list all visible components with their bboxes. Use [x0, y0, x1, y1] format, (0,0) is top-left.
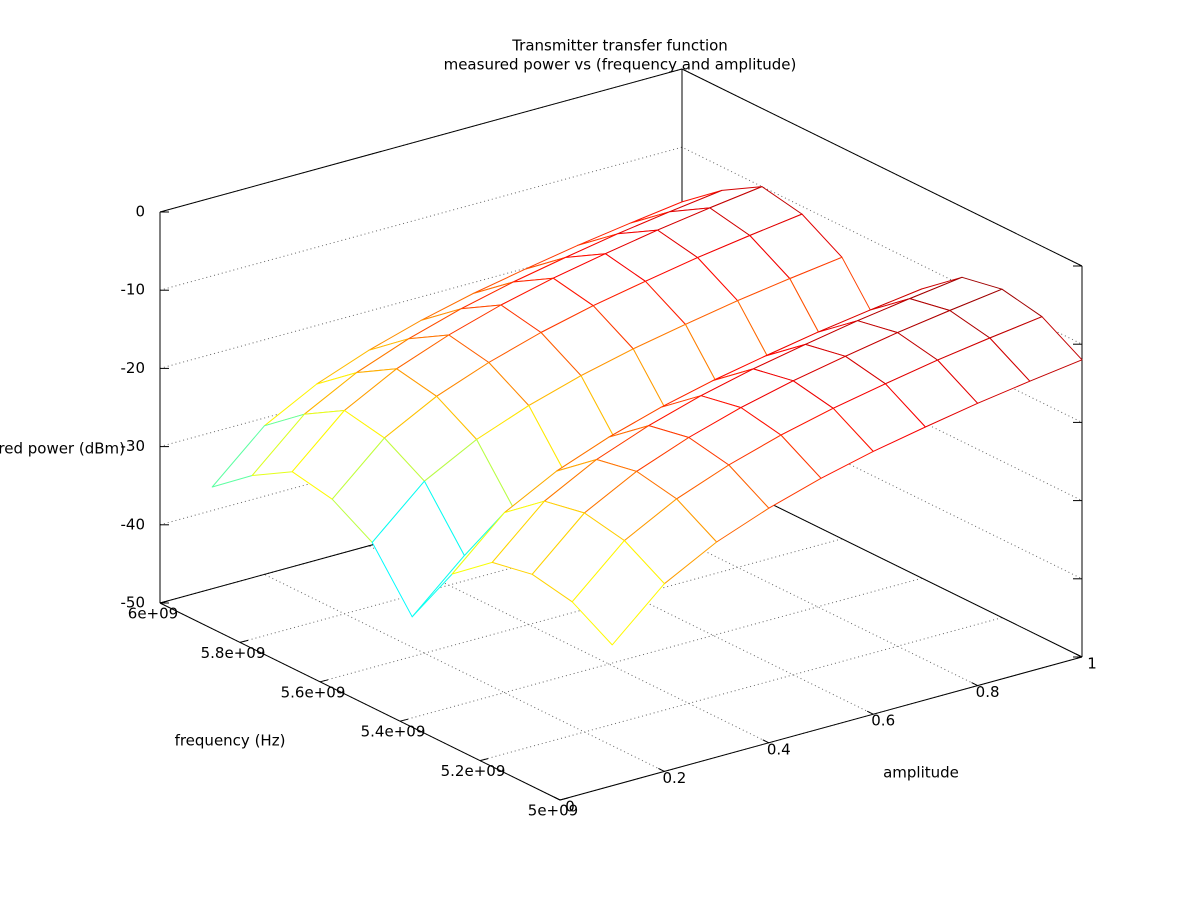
y-tick-label: 5.6e+09: [281, 683, 346, 701]
z-grid-line: [159, 146, 1083, 345]
z-tick-label: -10: [121, 281, 146, 299]
y-tick-label: 5.4e+09: [361, 723, 426, 741]
x-tick-label: 0: [565, 798, 575, 816]
axis-frame: [681, 68, 1083, 267]
z-tick-label: -40: [121, 515, 146, 533]
surface-cell: [571, 540, 665, 646]
x-tick: [1075, 653, 1083, 658]
z-tick-label: -30: [121, 437, 146, 455]
z-tick-label: -20: [121, 359, 146, 377]
z-tick-label: -50: [121, 594, 146, 612]
x-tick: [553, 796, 561, 801]
x-tick: [971, 682, 978, 687]
y-tick-label: 6e+09: [128, 605, 178, 623]
axis-frame: [159, 602, 561, 801]
x-tick: [866, 710, 874, 715]
chart-title: Transmitter transfer function: [511, 37, 728, 55]
x-tick-label: 0.8: [976, 683, 1000, 701]
y-tick: [319, 679, 329, 683]
y-tick-label: 5.8e+09: [201, 644, 266, 662]
y-tick: [559, 797, 569, 801]
y-axis-label: frequency (Hz): [175, 732, 286, 750]
x-tick-label: 0.2: [662, 769, 686, 787]
axis-frame: [159, 68, 683, 213]
y-tick: [239, 639, 249, 643]
y-tick-label: 5e+09: [528, 802, 578, 820]
x-tick: [762, 739, 770, 744]
y-tick-label: 5.2e+09: [441, 762, 506, 780]
axis-frame: [559, 656, 1083, 801]
y-grid-line: [479, 617, 1003, 762]
z-axis-label: measured power (dBm): [0, 440, 125, 458]
z-grid-line: [159, 224, 1083, 423]
x-tick-label: 0.4: [767, 740, 791, 758]
x-tick: [658, 767, 665, 772]
y-tick: [159, 600, 169, 604]
y-tick: [399, 718, 409, 722]
y-tick: [479, 758, 489, 762]
chart-subtitle: measured power vs (frequency and amplitu…: [444, 56, 797, 74]
x-tick-label: 0.6: [871, 712, 895, 730]
x-tick-label: 1: [1087, 655, 1097, 673]
x-axis-label: amplitude: [883, 764, 959, 782]
z-tick-label: 0: [135, 203, 145, 221]
